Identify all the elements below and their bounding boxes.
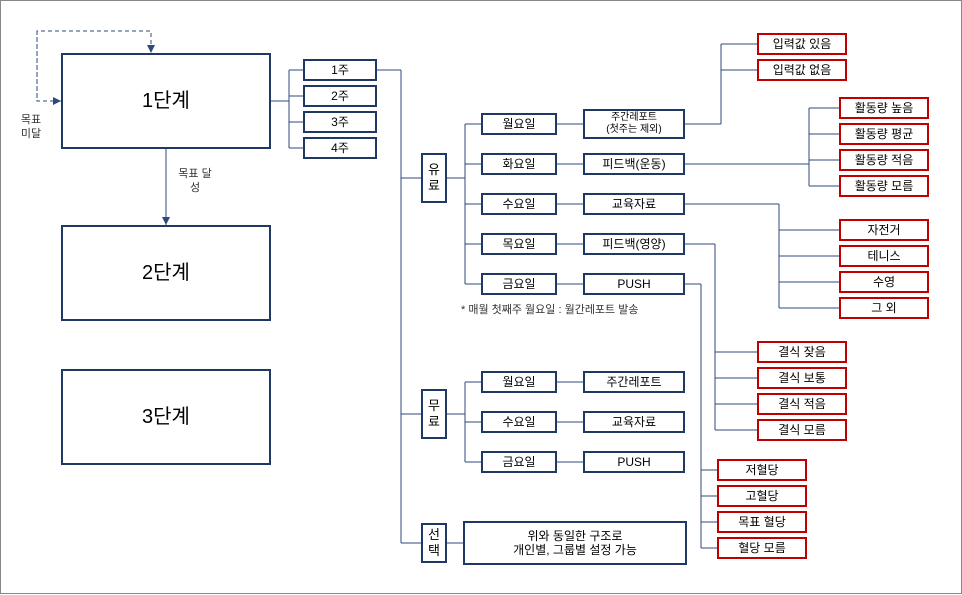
label: 목요일: [502, 237, 535, 251]
label: 월요일: [502, 375, 535, 389]
stage-label: 3단계: [142, 405, 190, 429]
label: 4주: [331, 141, 349, 155]
label: 결식 보통: [778, 371, 826, 385]
note-monthly: * 매월 첫째주 월요일 : 월간레포트 발송: [461, 301, 638, 317]
tag-activity-high: 활동량 높음: [839, 97, 929, 119]
label: 1주: [331, 63, 349, 77]
label: 위와 동일한 구조로 개인별, 그룹별 설정 가능: [513, 529, 637, 558]
stage-label: 2단계: [142, 261, 190, 285]
label: 활동량 평균: [855, 127, 914, 141]
free-day-fri: 금요일: [481, 451, 557, 473]
paid-day-wed: 수요일: [481, 193, 557, 215]
paid-day-tue: 화요일: [481, 153, 557, 175]
label: 그 외: [871, 301, 896, 315]
label: 금요일: [502, 277, 535, 291]
label: 혈당 모름: [738, 541, 786, 555]
stage-3: 3단계: [61, 369, 271, 465]
tag-meals-often: 결식 잦음: [757, 341, 847, 363]
stage-2: 2단계: [61, 225, 271, 321]
free-content-push: PUSH: [583, 451, 685, 473]
label: 3주: [331, 115, 349, 129]
label: 목표 혈당: [738, 515, 786, 529]
select-description: 위와 동일한 구조로 개인별, 그룹별 설정 가능: [463, 521, 687, 565]
label: 무 료: [428, 398, 440, 429]
text: * 매월 첫째주 월요일 : 월간레포트 발송: [461, 304, 638, 316]
label: 결식 모름: [778, 423, 826, 437]
paid-content-push: PUSH: [583, 273, 685, 295]
week-1: 1주: [303, 59, 377, 81]
tag-exercise-other: 그 외: [839, 297, 929, 319]
label: 교육자료: [612, 197, 656, 211]
label: 2주: [331, 89, 349, 103]
label: 금요일: [502, 455, 535, 469]
free-content-weekly: 주간레포트: [583, 371, 685, 393]
stage-label: 1단계: [142, 89, 190, 113]
tag-exercise-bike: 자전거: [839, 219, 929, 241]
week-2: 2주: [303, 85, 377, 107]
label: 월요일: [502, 117, 535, 131]
diagram-canvas: 목표 미달 목표 달성 1단계 2단계 3단계 1주 2주 3주 4주 유 료 …: [0, 0, 962, 594]
tier-paid: 유 료: [421, 153, 447, 203]
tag-exercise-swim: 수영: [839, 271, 929, 293]
tag-bs-unknown: 혈당 모름: [717, 537, 807, 559]
tag-activity-unknown: 활동량 모름: [839, 175, 929, 197]
paid-day-fri: 금요일: [481, 273, 557, 295]
label: 활동량 적음: [855, 153, 914, 167]
text: 목표 달성: [178, 168, 211, 194]
label: PUSH: [617, 277, 650, 291]
label: 수요일: [502, 415, 535, 429]
label: 유 료: [428, 162, 440, 193]
label: 고혈당: [745, 489, 778, 503]
free-day-wed: 수요일: [481, 411, 557, 433]
label: 주간레포트: [606, 375, 661, 389]
label: 교육자료: [612, 415, 656, 429]
tag-activity-low: 활동량 적음: [839, 149, 929, 171]
tier-free: 무 료: [421, 389, 447, 439]
tag-bs-target: 목표 혈당: [717, 511, 807, 533]
label: 화요일: [502, 157, 535, 171]
tag-bs-low: 저혈당: [717, 459, 807, 481]
label: 피드백(운동): [602, 157, 665, 171]
tag-activity-avg: 활동량 평균: [839, 123, 929, 145]
paid-day-thu: 목요일: [481, 233, 557, 255]
tag-meals-unknown: 결식 모름: [757, 419, 847, 441]
tag-input-has: 입력값 있음: [757, 33, 847, 55]
label: 결식 적음: [778, 397, 826, 411]
tier-select: 선 택: [421, 523, 447, 563]
label: 수요일: [502, 197, 535, 211]
label-goal-met: 목표 달성: [175, 167, 215, 196]
label: 입력값 있음: [773, 37, 832, 51]
label: 피드백(영양): [602, 237, 665, 251]
label: 결식 잦음: [778, 345, 826, 359]
paid-content-feedback-ex: 피드백(운동): [583, 153, 685, 175]
tag-meals-rare: 결식 적음: [757, 393, 847, 415]
label: 수영: [873, 275, 895, 289]
label: 자전거: [867, 223, 900, 237]
paid-day-mon: 월요일: [481, 113, 557, 135]
tag-meals-normal: 결식 보통: [757, 367, 847, 389]
paid-content-edu: 교육자료: [583, 193, 685, 215]
label: 테니스: [867, 249, 900, 263]
label: 입력값 없음: [773, 63, 832, 77]
label: 활동량 모름: [855, 179, 914, 193]
label: 활동량 높음: [855, 101, 914, 115]
stage-1: 1단계: [61, 53, 271, 149]
free-day-mon: 월요일: [481, 371, 557, 393]
label-goal-not-met: 목표 미달: [17, 113, 45, 142]
week-4: 4주: [303, 137, 377, 159]
label: PUSH: [617, 455, 650, 469]
paid-content-weekly: 주간레포트 (첫주는 제외): [583, 109, 685, 139]
tag-input-none: 입력값 없음: [757, 59, 847, 81]
label: 주간레포트 (첫주는 제외): [606, 112, 661, 136]
tag-exercise-tennis: 테니스: [839, 245, 929, 267]
free-content-edu: 교육자료: [583, 411, 685, 433]
label: 저혈당: [745, 463, 778, 477]
label: 선 택: [428, 527, 440, 558]
paid-content-feedback-nut: 피드백(영양): [583, 233, 685, 255]
tag-bs-high: 고혈당: [717, 485, 807, 507]
text: 목표 미달: [21, 114, 41, 140]
week-3: 3주: [303, 111, 377, 133]
